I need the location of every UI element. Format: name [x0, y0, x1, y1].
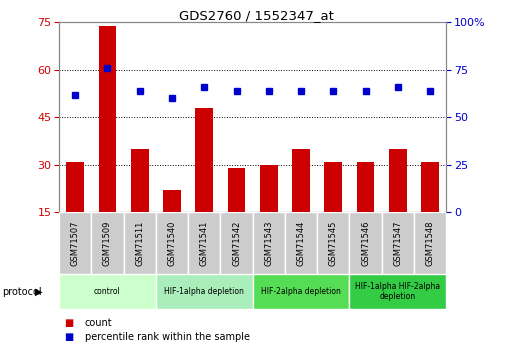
- Bar: [324, 161, 342, 212]
- Text: GSM71547: GSM71547: [393, 220, 402, 266]
- Bar: [252, 212, 285, 274]
- Text: GSM71543: GSM71543: [264, 220, 273, 266]
- Text: control: control: [94, 287, 121, 296]
- Bar: [221, 212, 252, 274]
- Text: GSM71548: GSM71548: [426, 220, 435, 266]
- Text: GSM71545: GSM71545: [329, 220, 338, 266]
- Bar: [188, 212, 221, 274]
- Text: ▶: ▶: [35, 287, 43, 296]
- Text: GSM71509: GSM71509: [103, 220, 112, 266]
- Text: percentile rank within the sample: percentile rank within the sample: [85, 333, 250, 342]
- Bar: [389, 149, 407, 212]
- Bar: [414, 212, 446, 274]
- Text: GSM71511: GSM71511: [135, 220, 144, 266]
- Bar: [91, 212, 124, 274]
- Bar: [59, 274, 156, 309]
- Bar: [260, 165, 278, 212]
- Bar: [163, 190, 181, 212]
- Bar: [285, 212, 317, 274]
- Text: GSM71541: GSM71541: [200, 220, 209, 266]
- Bar: [98, 26, 116, 212]
- Bar: [382, 212, 414, 274]
- Text: GSM71544: GSM71544: [297, 220, 306, 266]
- Text: HIF-2alpha depletion: HIF-2alpha depletion: [261, 287, 341, 296]
- Bar: [357, 161, 374, 212]
- Text: GSM71542: GSM71542: [232, 220, 241, 266]
- Bar: [317, 212, 349, 274]
- Bar: [228, 168, 245, 212]
- Bar: [156, 212, 188, 274]
- Text: ■: ■: [64, 318, 73, 327]
- Bar: [252, 274, 349, 309]
- Bar: [292, 149, 310, 212]
- Bar: [59, 212, 91, 274]
- Text: count: count: [85, 318, 112, 327]
- Text: HIF-1alpha HIF-2alpha
depletion: HIF-1alpha HIF-2alpha depletion: [356, 282, 441, 301]
- Text: ■: ■: [64, 333, 73, 342]
- Bar: [156, 274, 252, 309]
- Text: GSM71546: GSM71546: [361, 220, 370, 266]
- Text: GDS2760 / 1552347_at: GDS2760 / 1552347_at: [179, 9, 334, 22]
- Bar: [349, 274, 446, 309]
- Text: GSM71540: GSM71540: [167, 220, 176, 266]
- Bar: [421, 161, 439, 212]
- Text: protocol: protocol: [3, 287, 42, 296]
- Bar: [124, 212, 156, 274]
- Bar: [195, 108, 213, 212]
- Bar: [349, 212, 382, 274]
- Bar: [66, 161, 84, 212]
- Bar: [131, 149, 149, 212]
- Text: GSM71507: GSM71507: [71, 220, 80, 266]
- Text: HIF-1alpha depletion: HIF-1alpha depletion: [164, 287, 244, 296]
